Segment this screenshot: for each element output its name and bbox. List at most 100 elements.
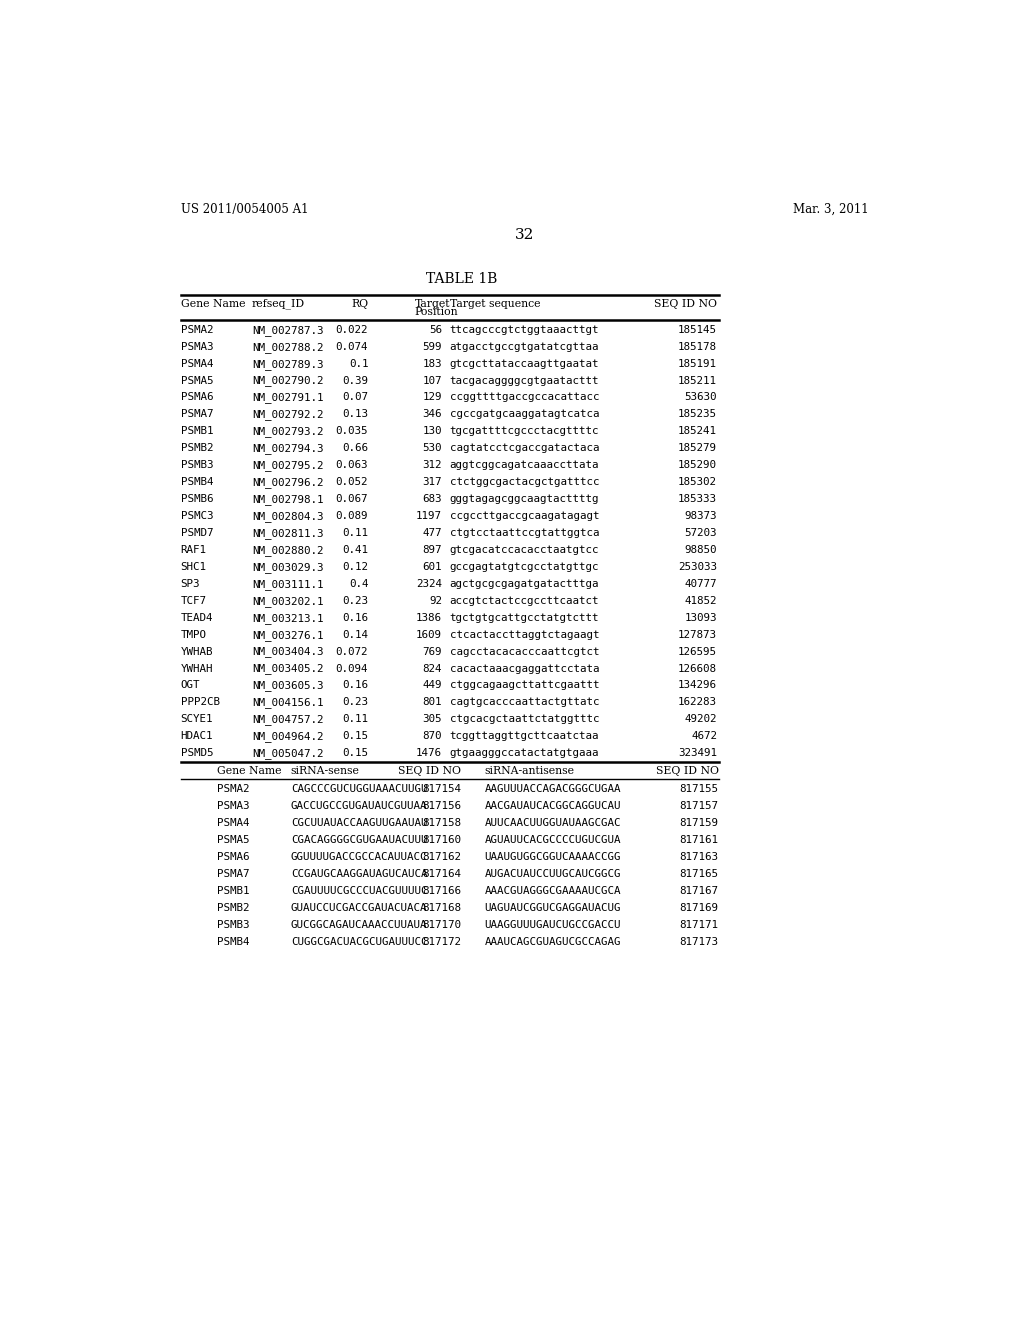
Text: 0.11: 0.11 <box>342 528 369 539</box>
Text: 185211: 185211 <box>678 376 717 385</box>
Text: 449: 449 <box>422 681 442 690</box>
Text: 0.14: 0.14 <box>342 630 369 640</box>
Text: 601: 601 <box>422 562 442 572</box>
Text: NM_002811.3: NM_002811.3 <box>252 528 324 539</box>
Text: NM_003605.3: NM_003605.3 <box>252 681 324 692</box>
Text: 0.16: 0.16 <box>342 612 369 623</box>
Text: PSMB3: PSMB3 <box>180 461 213 470</box>
Text: 0.067: 0.067 <box>336 494 369 504</box>
Text: Target sequence: Target sequence <box>450 298 540 309</box>
Text: NM_002796.2: NM_002796.2 <box>252 478 324 488</box>
Text: 769: 769 <box>422 647 442 656</box>
Text: PSMD7: PSMD7 <box>180 528 213 539</box>
Text: 0.089: 0.089 <box>336 511 369 521</box>
Text: NM_002795.2: NM_002795.2 <box>252 461 324 471</box>
Text: 126595: 126595 <box>678 647 717 656</box>
Text: 0.39: 0.39 <box>342 376 369 385</box>
Text: TABLE 1B: TABLE 1B <box>426 272 497 286</box>
Text: 0.15: 0.15 <box>342 731 369 742</box>
Text: ctgtcctaattccgtattggtca: ctgtcctaattccgtattggtca <box>450 528 599 539</box>
Text: PSMA3: PSMA3 <box>217 801 250 812</box>
Text: 0.23: 0.23 <box>342 595 369 606</box>
Text: 0.15: 0.15 <box>342 748 369 758</box>
Text: SEQ ID NO: SEQ ID NO <box>655 766 719 776</box>
Text: 817158: 817158 <box>422 818 461 828</box>
Text: 134296: 134296 <box>678 681 717 690</box>
Text: AGUAUUCACGCCCCUGUCGUA: AGUAUUCACGCCCCUGUCGUA <box>484 836 621 845</box>
Text: ttcagcccgtctggtaaacttgt: ttcagcccgtctggtaaacttgt <box>450 325 599 335</box>
Text: refseq_ID: refseq_ID <box>252 298 305 309</box>
Text: aggtcggcagatcaaaccttata: aggtcggcagatcaaaccttata <box>450 461 599 470</box>
Text: CAGCCCGUCUGGUAAACUUGU: CAGCCCGUCUGGUAAACUUGU <box>291 784 427 795</box>
Text: 56: 56 <box>429 325 442 335</box>
Text: NM_002804.3: NM_002804.3 <box>252 511 324 521</box>
Text: PSMB6: PSMB6 <box>180 494 213 504</box>
Text: NM_002790.2: NM_002790.2 <box>252 376 324 387</box>
Text: 0.07: 0.07 <box>342 392 369 403</box>
Text: tacgacaggggcgtgaatacttt: tacgacaggggcgtgaatacttt <box>450 376 599 385</box>
Text: PSMA7: PSMA7 <box>217 869 250 879</box>
Text: ctcactaccttaggtctagaagt: ctcactaccttaggtctagaagt <box>450 630 599 640</box>
Text: NM_003405.2: NM_003405.2 <box>252 664 324 675</box>
Text: PSMA6: PSMA6 <box>180 392 213 403</box>
Text: 0.13: 0.13 <box>342 409 369 420</box>
Text: 130: 130 <box>422 426 442 437</box>
Text: 127873: 127873 <box>678 630 717 640</box>
Text: cagcctacacacccaattcgtct: cagcctacacacccaattcgtct <box>450 647 599 656</box>
Text: 185191: 185191 <box>678 359 717 368</box>
Text: 185302: 185302 <box>678 478 717 487</box>
Text: 185279: 185279 <box>678 444 717 453</box>
Text: 98373: 98373 <box>684 511 717 521</box>
Text: 107: 107 <box>422 376 442 385</box>
Text: PSMB1: PSMB1 <box>217 886 250 896</box>
Text: CCGAUGCAAGGAUAGUCAUCA: CCGAUGCAAGGAUAGUCAUCA <box>291 869 427 879</box>
Text: SEQ ID NO: SEQ ID NO <box>398 766 461 776</box>
Text: PSMA6: PSMA6 <box>217 853 250 862</box>
Text: 897: 897 <box>422 545 442 554</box>
Text: 1609: 1609 <box>416 630 442 640</box>
Text: 0.12: 0.12 <box>342 562 369 572</box>
Text: 185290: 185290 <box>678 461 717 470</box>
Text: 49202: 49202 <box>684 714 717 725</box>
Text: 1386: 1386 <box>416 612 442 623</box>
Text: cgccgatgcaaggatagtcatca: cgccgatgcaaggatagtcatca <box>450 409 599 420</box>
Text: NM_002791.1: NM_002791.1 <box>252 392 324 404</box>
Text: 817155: 817155 <box>680 784 719 795</box>
Text: 801: 801 <box>422 697 442 708</box>
Text: AAGUUUACCAGACGGGCUGAA: AAGUUUACCAGACGGGCUGAA <box>484 784 621 795</box>
Text: ctgcacgctaattctatggtttc: ctgcacgctaattctatggtttc <box>450 714 599 725</box>
Text: OGT: OGT <box>180 681 201 690</box>
Text: PSMA2: PSMA2 <box>217 784 250 795</box>
Text: NM_002792.2: NM_002792.2 <box>252 409 324 420</box>
Text: 817162: 817162 <box>422 853 461 862</box>
Text: 0.022: 0.022 <box>336 325 369 335</box>
Text: ccggttttgaccgccacattacc: ccggttttgaccgccacattacc <box>450 392 599 403</box>
Text: UAAGGUUUGAUCUGCCGACCU: UAAGGUUUGAUCUGCCGACCU <box>484 920 621 929</box>
Text: 32: 32 <box>515 227 535 242</box>
Text: 0.072: 0.072 <box>336 647 369 656</box>
Text: siRNA-antisense: siRNA-antisense <box>484 766 574 776</box>
Text: PPP2CB: PPP2CB <box>180 697 220 708</box>
Text: CGAUUUUCGCCCUACGUUUUC: CGAUUUUCGCCCUACGUUUUC <box>291 886 427 896</box>
Text: 0.41: 0.41 <box>342 545 369 554</box>
Text: 683: 683 <box>422 494 442 504</box>
Text: NM_004757.2: NM_004757.2 <box>252 714 324 725</box>
Text: 98850: 98850 <box>684 545 717 554</box>
Text: 0.1: 0.1 <box>349 359 369 368</box>
Text: 0.094: 0.094 <box>336 664 369 673</box>
Text: 129: 129 <box>422 392 442 403</box>
Text: HDAC1: HDAC1 <box>180 731 213 742</box>
Text: 0.66: 0.66 <box>342 444 369 453</box>
Text: PSMA4: PSMA4 <box>180 359 213 368</box>
Text: 0.11: 0.11 <box>342 714 369 725</box>
Text: cagtatcctcgaccgatactaca: cagtatcctcgaccgatactaca <box>450 444 599 453</box>
Text: 817167: 817167 <box>680 886 719 896</box>
Text: UAAUGUGGCGGUCAAAACCGG: UAAUGUGGCGGUCAAAACCGG <box>484 853 621 862</box>
Text: 0.23: 0.23 <box>342 697 369 708</box>
Text: GUCGGCAGAUCAAACCUUAUA: GUCGGCAGAUCAAACCUUAUA <box>291 920 427 929</box>
Text: 870: 870 <box>422 731 442 742</box>
Text: PSMB1: PSMB1 <box>180 426 213 437</box>
Text: 346: 346 <box>422 409 442 420</box>
Text: 817172: 817172 <box>422 937 461 946</box>
Text: 1476: 1476 <box>416 748 442 758</box>
